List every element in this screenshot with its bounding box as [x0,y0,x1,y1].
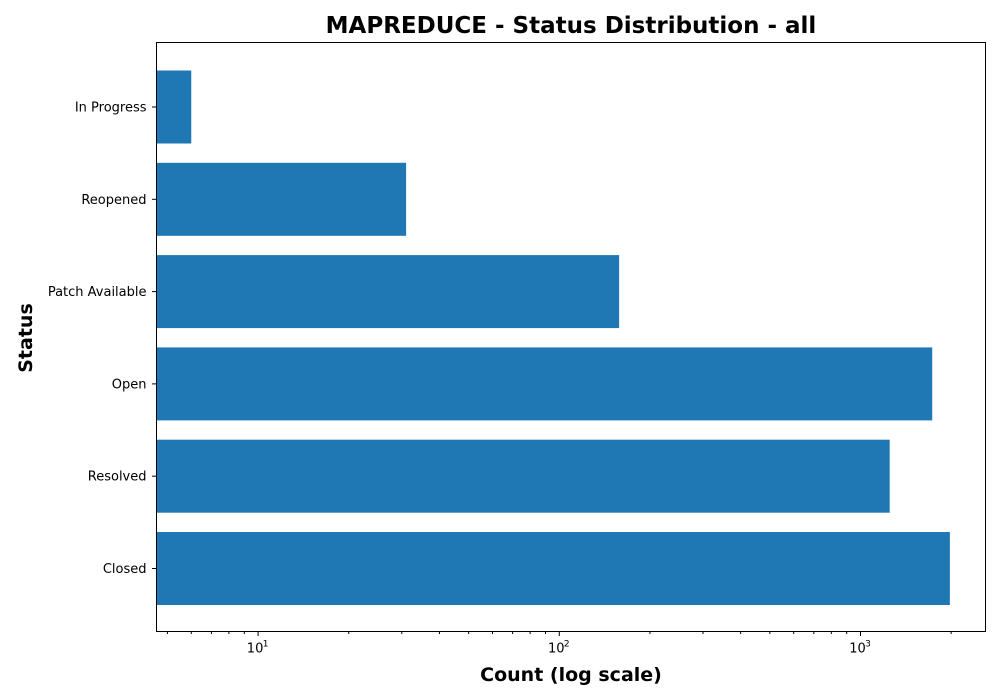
y-tick-label-in-progress: In Progress [75,101,147,116]
y-tick-label-closed: Closed [103,562,147,577]
y-tick-label-open: Open [112,377,147,392]
y-ticks-group: In Progress Reopened Patch Available Open Re… [48,101,157,577]
chart-title: MAPREDUCE - Status Distribution - all [326,13,817,39]
x-tick-exponent: 3 [865,640,871,650]
x-tick-exponent: 2 [564,640,570,650]
x-tick-label: 10 1 [247,640,269,657]
plot-frame [156,42,986,632]
bar-patch-available [156,255,620,329]
bar-resolved [156,439,890,513]
bars-group [156,70,950,605]
y-tick-label-patch-available: Patch Available [48,285,147,300]
bar-closed [156,532,950,605]
bar-reopened [156,162,407,236]
x-ticks-group: 10 1 10 2 10 3 [166,631,952,657]
x-tick-label: 10 3 [849,640,871,657]
x-axis-label: Count (log scale) [480,664,662,686]
bar-in-progress [156,70,192,144]
x-tick-base: 10 [849,642,866,657]
x-tick-label: 10 2 [548,640,570,657]
x-tick-base: 10 [247,642,264,657]
bar-open [156,347,933,421]
y-tick-label-reopened: Reopened [81,193,146,208]
x-tick-exponent: 1 [263,640,269,650]
x-tick-base: 10 [548,642,565,657]
y-axis-label: Status [15,303,37,373]
y-tick-label-resolved: Resolved [88,470,147,485]
